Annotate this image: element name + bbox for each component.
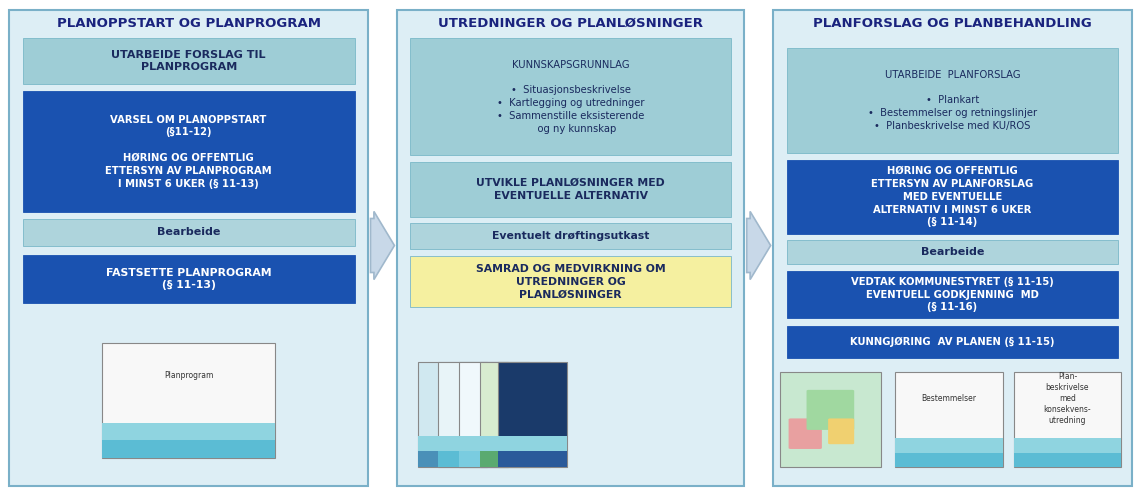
Text: VARSEL OM PLANOPPSTART
(§11-12)

HØRING OG OFFENTLIG
ETTERSYN AV PLANPROGRAM
I M: VARSEL OM PLANOPPSTART (§11-12) HØRING O… — [105, 114, 272, 189]
Text: UTARBEIDE  PLANFORSLAG

•  Plankart
•  Bestemmelser og retningslinjer
•  Planbes: UTARBEIDE PLANFORSLAG • Plankart • Beste… — [868, 70, 1037, 131]
FancyBboxPatch shape — [410, 223, 731, 249]
FancyBboxPatch shape — [1013, 438, 1122, 453]
Text: KUNNSKAPSGRUNNLAG

•  Situasjonsbeskrivelse
•  Kartlegging og utredninger
•  Sam: KUNNSKAPSGRUNNLAG • Situasjonsbeskrivels… — [497, 60, 644, 134]
FancyBboxPatch shape — [459, 436, 529, 467]
FancyBboxPatch shape — [780, 372, 881, 467]
FancyBboxPatch shape — [459, 362, 529, 467]
Text: FASTSETTE PLANPROGRAM
(§ 11-13): FASTSETTE PLANPROGRAM (§ 11-13) — [106, 268, 271, 290]
FancyBboxPatch shape — [828, 418, 854, 444]
Text: KUNNGJØRING  AV PLANEN (§ 11-15): KUNNGJØRING AV PLANEN (§ 11-15) — [850, 337, 1054, 347]
FancyBboxPatch shape — [787, 160, 1118, 234]
Text: Bearbeide: Bearbeide — [157, 227, 220, 238]
Text: Planprogram: Planprogram — [164, 371, 213, 380]
FancyBboxPatch shape — [497, 362, 567, 467]
Text: Bestemmelser: Bestemmelser — [921, 394, 976, 403]
FancyBboxPatch shape — [103, 423, 275, 458]
FancyBboxPatch shape — [895, 438, 1003, 467]
FancyBboxPatch shape — [480, 362, 549, 467]
Polygon shape — [747, 212, 771, 279]
FancyBboxPatch shape — [807, 390, 854, 430]
FancyBboxPatch shape — [480, 436, 549, 451]
FancyBboxPatch shape — [439, 362, 508, 467]
FancyBboxPatch shape — [497, 436, 567, 451]
Text: Plan-
beskrivelse
med
konsekvens-
utredning: Plan- beskrivelse med konsekvens- utredn… — [1043, 372, 1091, 425]
Text: UTARBEIDE FORSLAG TIL
PLANPROGRAM: UTARBEIDE FORSLAG TIL PLANPROGRAM — [112, 50, 266, 72]
FancyBboxPatch shape — [895, 438, 1003, 453]
Text: VEDTAK KOMMUNESTYRET (§ 11-15)
EVENTUELL GODKJENNING  MD
(§ 11-16): VEDTAK KOMMUNESTYRET (§ 11-15) EVENTUELL… — [852, 277, 1053, 312]
Text: Eventuelt drøftingsutkast: Eventuelt drøftingsutkast — [491, 231, 650, 241]
FancyBboxPatch shape — [410, 162, 731, 217]
FancyBboxPatch shape — [410, 38, 731, 155]
FancyBboxPatch shape — [773, 10, 1132, 486]
FancyBboxPatch shape — [23, 91, 355, 212]
FancyBboxPatch shape — [397, 10, 744, 486]
FancyBboxPatch shape — [787, 240, 1118, 264]
Polygon shape — [370, 212, 394, 279]
FancyBboxPatch shape — [895, 372, 1003, 467]
FancyBboxPatch shape — [23, 38, 355, 83]
FancyBboxPatch shape — [480, 436, 549, 467]
FancyBboxPatch shape — [497, 436, 567, 467]
FancyBboxPatch shape — [439, 436, 508, 451]
FancyBboxPatch shape — [1013, 372, 1122, 467]
FancyBboxPatch shape — [787, 271, 1118, 319]
Text: PLANOPPSTART OG PLANPROGRAM: PLANOPPSTART OG PLANPROGRAM — [57, 17, 320, 30]
FancyBboxPatch shape — [23, 255, 355, 303]
FancyBboxPatch shape — [103, 343, 275, 458]
Text: PLANFORSLAG OG PLANBEHANDLING: PLANFORSLAG OG PLANBEHANDLING — [813, 17, 1092, 30]
Text: UTVIKLE PLANLØSNINGER MED
EVENTUELLE ALTERNATIV: UTVIKLE PLANLØSNINGER MED EVENTUELLE ALT… — [477, 178, 665, 201]
FancyBboxPatch shape — [417, 362, 487, 467]
Text: UTREDNINGER OG PLANLØSNINGER: UTREDNINGER OG PLANLØSNINGER — [438, 17, 703, 30]
FancyBboxPatch shape — [787, 326, 1118, 358]
Text: SAMRAD OG MEDVIRKNING OM
UTREDNINGER OG
PLANLØSNINGER: SAMRAD OG MEDVIRKNING OM UTREDNINGER OG … — [475, 264, 666, 300]
Text: HØRING OG OFFENTLIG
ETTERSYN AV PLANFORSLAG
MED EVENTUELLE
ALTERNATIV I MINST 6 : HØRING OG OFFENTLIG ETTERSYN AV PLANFORS… — [871, 166, 1034, 227]
FancyBboxPatch shape — [439, 436, 508, 467]
FancyBboxPatch shape — [1013, 438, 1122, 467]
FancyBboxPatch shape — [417, 436, 487, 451]
FancyBboxPatch shape — [23, 219, 355, 246]
FancyBboxPatch shape — [417, 436, 487, 467]
FancyBboxPatch shape — [459, 436, 529, 451]
Text: Bearbeide: Bearbeide — [921, 247, 984, 257]
FancyBboxPatch shape — [103, 423, 275, 440]
FancyBboxPatch shape — [789, 418, 822, 449]
FancyBboxPatch shape — [9, 10, 368, 486]
FancyBboxPatch shape — [787, 48, 1118, 153]
FancyBboxPatch shape — [410, 256, 731, 307]
